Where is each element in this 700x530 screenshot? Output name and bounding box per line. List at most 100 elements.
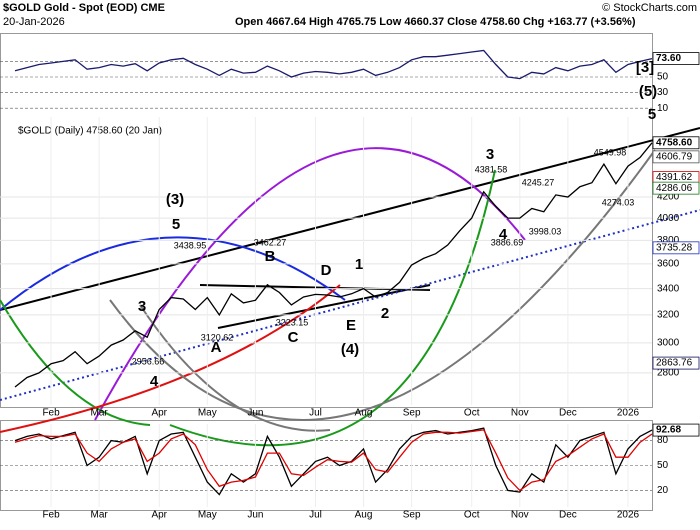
annotation: 3 <box>486 146 494 163</box>
value-marker-label: 4286.06 <box>656 183 693 194</box>
x-tick-label: Feb <box>42 510 60 521</box>
x-tick-label: May <box>198 510 217 521</box>
value-marker <box>652 181 700 195</box>
annotation: 2956.66 <box>132 356 165 366</box>
y-tick-label: 3000 <box>657 338 680 349</box>
annotation: 4245.27 <box>522 177 555 187</box>
value-marker <box>652 241 700 255</box>
x-tick-label: Apr <box>151 408 167 419</box>
y-tick-label: 30 <box>657 87 669 98</box>
line-series <box>14 49 653 80</box>
line-series <box>14 142 653 388</box>
annotation: A <box>211 339 222 356</box>
annotation: 3998.03 <box>529 226 562 236</box>
value-marker-label: 3735.28 <box>656 242 693 253</box>
overlays <box>0 127 700 447</box>
x-tick-label: Jun <box>247 510 263 521</box>
x-tick-label: Apr <box>151 510 167 521</box>
value-marker-label: 4391.62 <box>656 172 693 183</box>
x-tick-label: 2026 <box>617 408 640 419</box>
annotation: 4 <box>150 373 159 390</box>
x-tick-label: Mar <box>91 408 109 419</box>
annotation: 3438.95 <box>174 240 207 250</box>
value-marker <box>652 423 700 437</box>
annotation: 4549.98 <box>594 147 627 157</box>
value-marker <box>652 150 700 164</box>
annotation: 3462.27 <box>254 237 287 247</box>
annotation: 4 <box>499 226 508 243</box>
y-tick-label: 4200 <box>657 192 680 203</box>
trendline <box>0 127 700 311</box>
x-tick-label: Nov <box>511 510 529 521</box>
annotation: D <box>321 262 332 279</box>
y-tick-label: 3800 <box>657 235 680 246</box>
source: © StockCharts.com <box>602 2 697 14</box>
value-marker <box>652 52 700 65</box>
annotation: 5 <box>648 106 656 123</box>
line-series <box>14 429 653 492</box>
annotation: 4274.03 <box>602 197 635 207</box>
x-tick-label: Sep <box>403 510 421 521</box>
cycle-arc <box>0 299 151 426</box>
x-tick-label: Sep <box>403 408 421 419</box>
channel-line <box>217 284 431 329</box>
cycle-arc <box>169 169 496 447</box>
x-tick-label: Jul <box>309 408 322 419</box>
annotation: E <box>346 317 356 334</box>
x-tick-label: Mar <box>91 510 109 521</box>
y-tick-label: 3400 <box>657 283 680 294</box>
annotation: 5 <box>172 216 180 233</box>
value-marker-label: 2863.76 <box>656 358 693 369</box>
value-marker-label: 92.68 <box>656 425 681 436</box>
x-tick-label: 2026 <box>617 510 640 521</box>
y-tick-label: 20 <box>657 485 669 496</box>
x-tick-label: Dec <box>559 408 577 419</box>
annotation: B <box>265 248 276 265</box>
annotation: 1 <box>355 256 363 273</box>
x-tick-label: Dec <box>559 510 577 521</box>
annotation: 3223.15 <box>276 317 309 327</box>
price-label: $GOLD (Daily) 4758.60 (20 Jan) <box>18 126 162 137</box>
x-tick-label: Jul <box>309 510 322 521</box>
annotation: C <box>288 329 299 346</box>
annotation: (4) <box>341 341 359 358</box>
x-tick-label: Feb <box>42 408 60 419</box>
annotation: 3 <box>138 298 146 315</box>
chart-date: 20-Jan-2026 <box>3 16 65 28</box>
y-tick-label: 4000 <box>657 213 680 224</box>
cycle-arc <box>0 236 346 311</box>
y-tick-label: 50 <box>657 460 669 471</box>
y-tick-label: 3200 <box>657 310 680 321</box>
value-marker-label: 4758.60 <box>656 137 693 148</box>
x-tick-label: May <box>198 408 217 419</box>
dotted-line <box>0 209 700 401</box>
y-tick-label: 50 <box>657 72 669 83</box>
x-tick-label: Oct <box>464 408 480 419</box>
annotation: 3886.69 <box>491 237 524 247</box>
value-marker <box>652 136 700 150</box>
x-tick-label: Nov <box>511 408 529 419</box>
annotation: [3] <box>636 59 654 76</box>
annotation: 2 <box>381 305 389 322</box>
value-marker-label: 4606.79 <box>656 151 693 162</box>
annotation: 3120.62 <box>201 332 234 342</box>
annotation: (3) <box>166 191 184 208</box>
y-tick-label: 80 <box>657 435 669 446</box>
chart-title: $GOLD Gold - Spot (EOD) CME <box>3 2 165 14</box>
annotation: 4381.58 <box>475 164 508 174</box>
y-tick-label: 10 <box>657 103 669 114</box>
y-tick-label: 2800 <box>657 367 680 378</box>
x-tick-label: Jun <box>247 408 263 419</box>
x-tick-label: Oct <box>464 510 480 521</box>
cycle-arc <box>94 147 526 421</box>
value-marker <box>652 356 700 370</box>
y-tick-label: 3600 <box>657 258 680 269</box>
annotation: (5) <box>639 83 657 100</box>
value-marker-label: 73.60 <box>656 53 681 64</box>
x-tick-label: Aug <box>355 510 373 521</box>
quote: Open 4667.64 High 4765.75 Low 4660.37 Cl… <box>235 16 636 28</box>
x-tick-label: Aug <box>355 408 373 419</box>
price-frame <box>0 33 653 408</box>
